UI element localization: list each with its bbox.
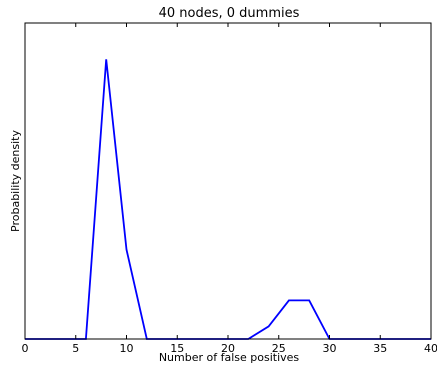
x-tick-label: 10 xyxy=(120,342,134,355)
x-tick-label: 25 xyxy=(272,342,286,355)
chart-title: 40 nodes, 0 dummies xyxy=(159,6,300,21)
y-axis-label: Probability density xyxy=(9,130,22,232)
x-tick-label: 5 xyxy=(72,342,79,355)
x-tick-label: 0 xyxy=(22,342,29,355)
x-tick-label: 40 xyxy=(424,342,437,355)
x-tick-label: 35 xyxy=(373,342,387,355)
series-line xyxy=(25,59,431,340)
x-axis-label: Number of false positives xyxy=(159,351,300,364)
x-tick-label: 30 xyxy=(323,342,337,355)
x-tick-label: 15 xyxy=(170,342,184,355)
x-tick-label: 20 xyxy=(221,342,235,355)
plot-area: 0 5 10 15 20 25 30 35 40 xyxy=(22,22,437,355)
plot-frame xyxy=(24,22,432,340)
